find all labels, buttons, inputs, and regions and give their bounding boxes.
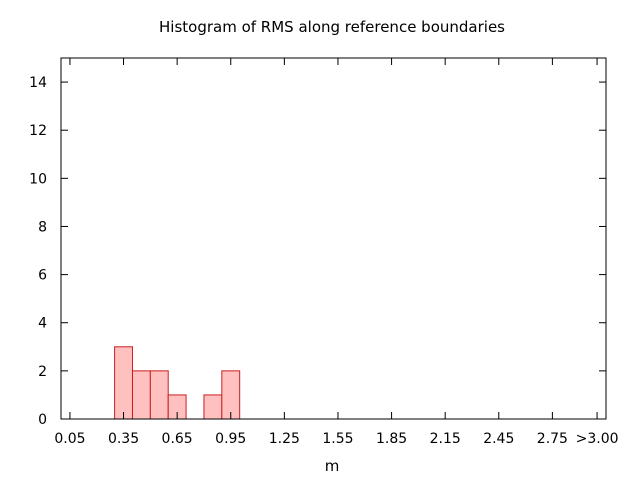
y-tick-label: 6 [38, 268, 47, 284]
y-tick-label: 0 [38, 412, 47, 428]
x-tick-label: 1.55 [322, 431, 353, 447]
y-tick-label: 12 [29, 123, 47, 139]
y-tick-label: 8 [38, 219, 47, 235]
x-tick-label: 2.15 [430, 431, 461, 447]
x-tick-label: 0.05 [54, 431, 85, 447]
chart-title: Histogram of RMS along reference boundar… [159, 18, 505, 36]
y-tick-label: 4 [38, 316, 47, 332]
x-tick-label: 0.95 [215, 431, 246, 447]
histogram-bar [131, 370, 151, 420]
x-tick-label: 0.65 [162, 431, 193, 447]
y-tick-label: 10 [29, 171, 47, 187]
y-tick-label: 2 [38, 364, 47, 380]
histogram-bar [221, 370, 241, 420]
x-tick-label: 1.85 [376, 431, 407, 447]
x-tick-label: 2.75 [537, 431, 568, 447]
x-tick-label: 1.25 [269, 431, 300, 447]
x-tick-label: >3.00 [576, 431, 619, 447]
x-tick-label: 2.45 [483, 431, 514, 447]
x-axis: 0.05 0.35 0.65 0.95 1.25 1.55 1.85 2.15 2.45 2.75… [54, 58, 619, 447]
histogram-bar [203, 394, 223, 420]
histogram-bar [149, 370, 169, 420]
plot-frame [60, 57, 607, 420]
y-axis: 0 2 4 6 8 10 12 14 [29, 75, 606, 428]
x-axis-label: m [325, 457, 340, 475]
bars-layer [114, 346, 241, 420]
x-tick-label: 0.35 [108, 431, 139, 447]
histogram-bar [114, 346, 133, 420]
y-tick-label: 14 [29, 75, 47, 91]
